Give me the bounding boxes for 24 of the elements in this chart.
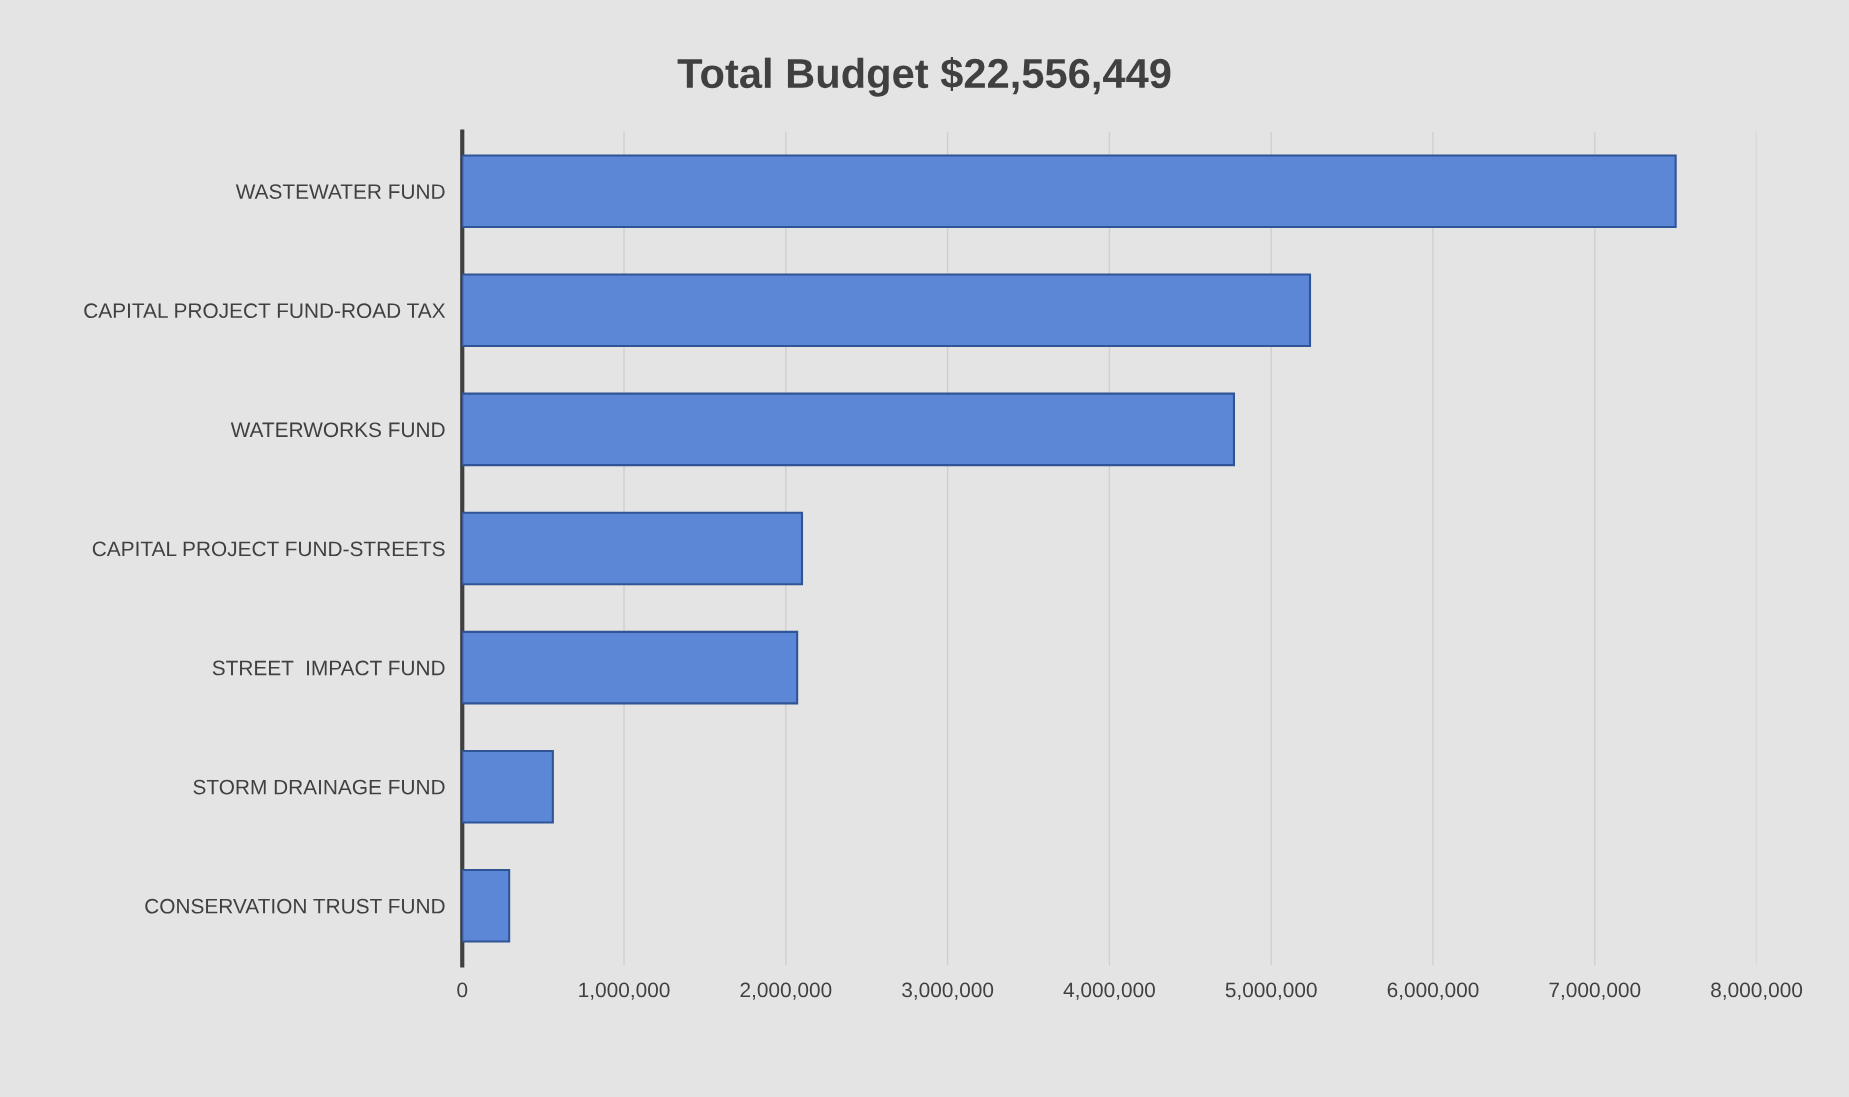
bar [462, 630, 799, 705]
bar [462, 392, 1236, 467]
y-tick-label: WASTEWATER FUND [235, 184, 445, 199]
x-tick-label: 7,000,000 [1549, 982, 1641, 1000]
bar [462, 273, 1312, 348]
bar [462, 511, 804, 586]
x-tick-label: 0 [457, 982, 468, 998]
x-tick-label: 3,000,000 [902, 982, 994, 1000]
y-tick-label: CONSERVATION TRUST FUND [145, 898, 445, 914]
chart-title: Total Budget $22,556,449 [677, 56, 1171, 97]
x-tick-label: 4,000,000 [1063, 982, 1155, 1000]
y-tick-label: STORM DRAINAGE FUND [193, 779, 445, 795]
bar [462, 869, 511, 943]
bar [462, 749, 554, 824]
bar [462, 154, 1677, 228]
y-tick-label: STREET IMPACT FUND [212, 660, 445, 676]
y-tick-label: WATERWORKS FUND [230, 422, 445, 438]
y-tick-label: CAPITAL PROJECT FUND-ROAD TAX [84, 303, 446, 319]
x-tick-label: 5,000,000 [1225, 982, 1317, 1000]
x-tick-label: 8,000,000 [1711, 982, 1803, 1000]
y-tick-label: CAPITAL PROJECT FUND-STREETS [92, 541, 445, 557]
x-tick-label: 6,000,000 [1387, 982, 1479, 1000]
x-tick-label: 1,000,000 [579, 982, 670, 1000]
x-tick-label: 2,000,000 [740, 982, 832, 1000]
